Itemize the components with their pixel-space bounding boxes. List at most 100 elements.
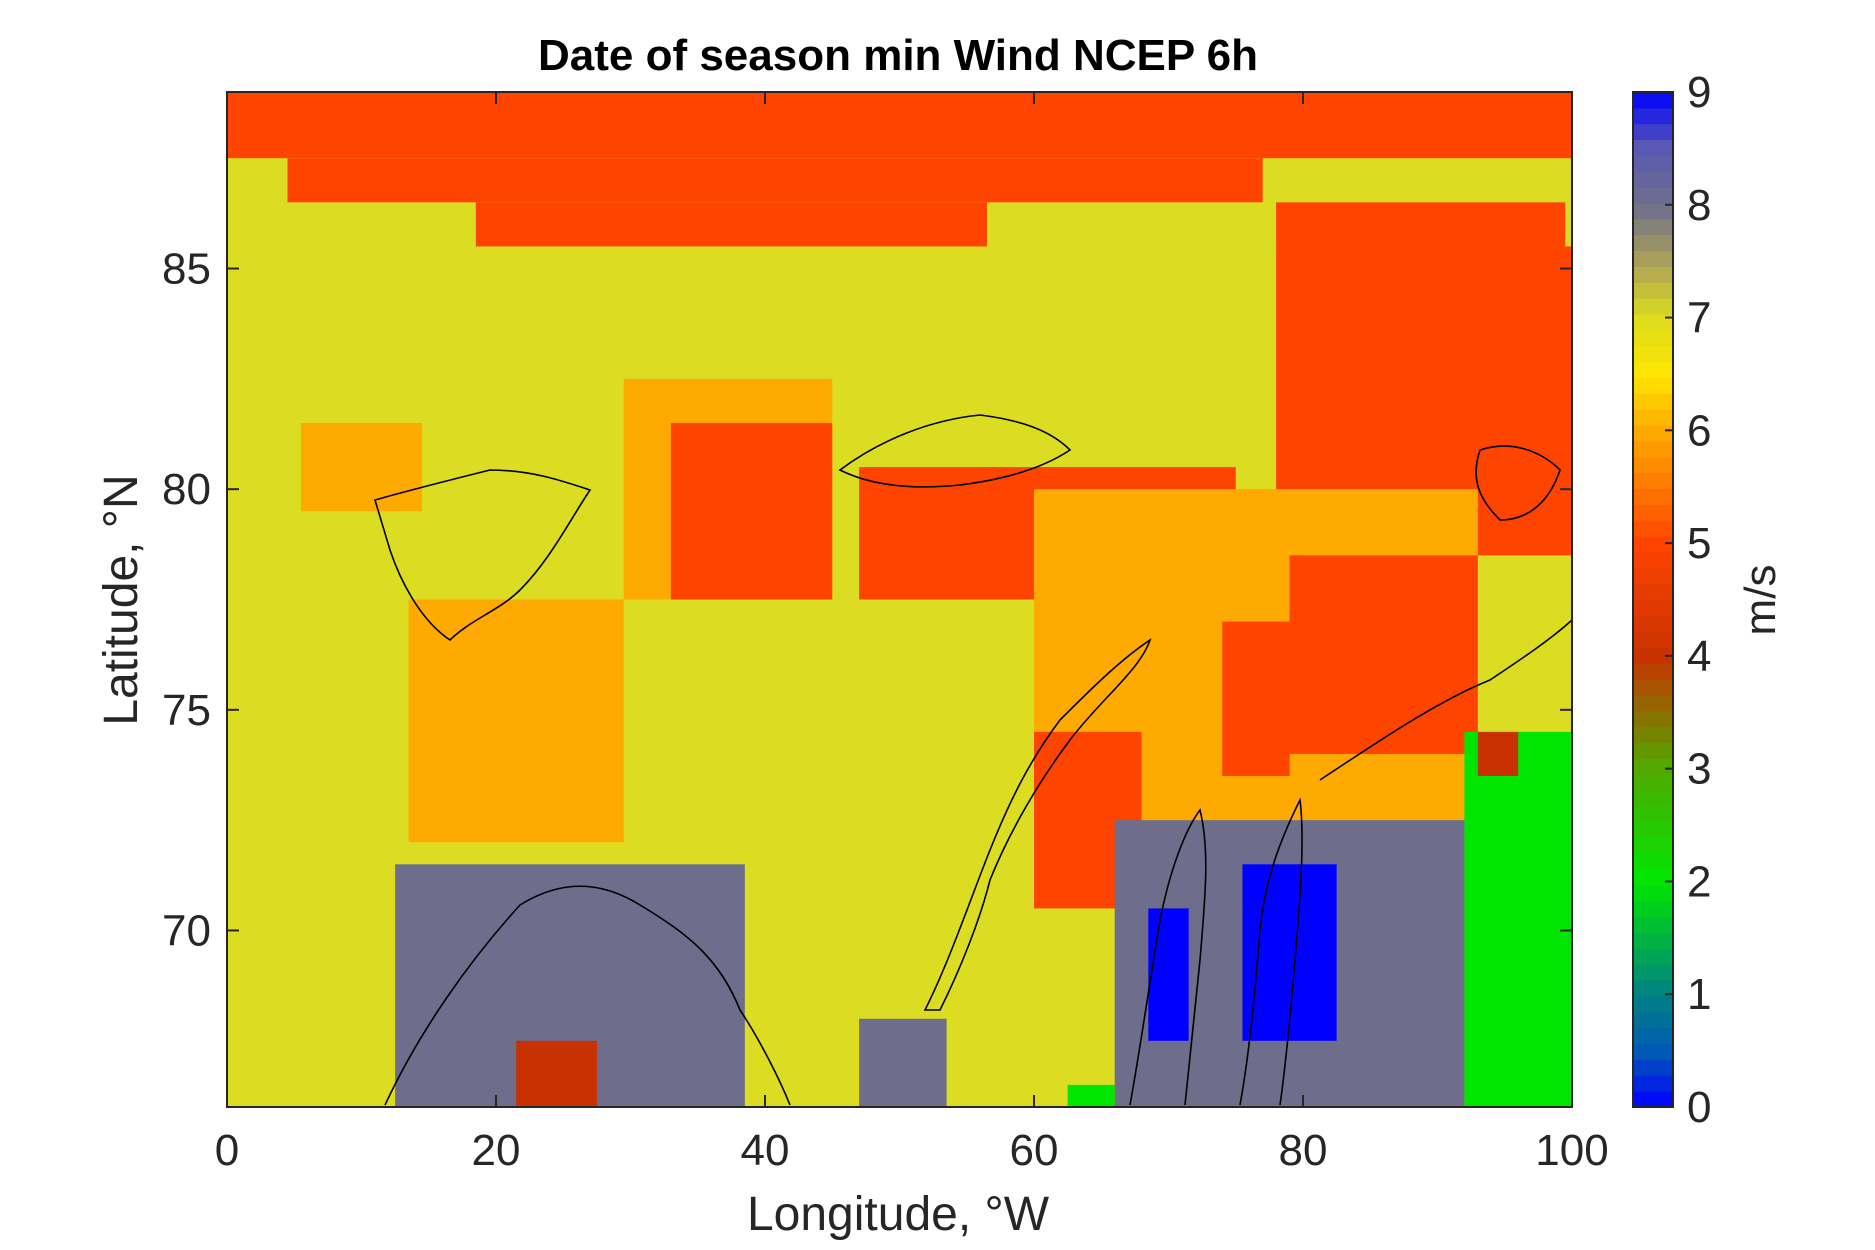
- colorbar-strip: [1633, 107, 1673, 125]
- colorbar-strip: [1633, 314, 1673, 331]
- heatmap-cell-norway-red: [516, 1040, 597, 1107]
- heatmap-cell-laptev-red: [1289, 555, 1478, 754]
- y-tick-label: 75: [162, 686, 211, 735]
- heatmap-cell-greenland-sea-orange: [408, 599, 624, 843]
- colorbar-strip: [1633, 694, 1673, 712]
- colorbar-strip: [1633, 710, 1673, 727]
- colorbar-strip: [1633, 456, 1673, 474]
- colorbar-strip: [1633, 567, 1673, 585]
- colorbar-strip: [1633, 409, 1673, 426]
- colorbar-tick-label: 0: [1687, 1083, 1711, 1132]
- colorbar-strip: [1633, 742, 1673, 759]
- heatmap-cell-north-west-red: [287, 158, 1263, 203]
- coastline-yamal: [1129, 808, 1207, 1106]
- colorbar-strip: [1633, 980, 1673, 997]
- colorbar-strip: [1633, 504, 1673, 521]
- colorbar-strip: [1633, 1091, 1673, 1108]
- colorbar-strip: [1633, 440, 1673, 458]
- colorbar-strip: [1633, 821, 1673, 838]
- y-tick-label: 80: [162, 465, 211, 514]
- colorbar-tick-label: 7: [1687, 294, 1711, 343]
- colorbar-tick-label: 5: [1687, 519, 1711, 568]
- heatmap-cell-kara-red-east: [1222, 621, 1290, 777]
- colorbar-strip: [1633, 805, 1673, 823]
- colorbar-tick-label: 4: [1687, 632, 1711, 681]
- colorbar-strip: [1633, 187, 1673, 204]
- chart-title: Date of season min Wind NCEP 6h: [538, 31, 1258, 80]
- colorbar-strip: [1633, 884, 1673, 902]
- colorbar-gradient: [1633, 92, 1673, 1108]
- x-tick-label: 60: [1010, 1126, 1059, 1175]
- colorbar-strip: [1633, 964, 1673, 981]
- colorbar-tick-label: 9: [1687, 68, 1711, 117]
- heatmap-cells: [227, 92, 1572, 1107]
- heatmap-cell-north-strip: [227, 92, 1572, 159]
- colorbar-tick-label: 6: [1687, 406, 1711, 455]
- colorbar-strip: [1633, 282, 1673, 299]
- colorbar-strip: [1633, 250, 1673, 267]
- heatmap-cell-north-central-red: [475, 202, 987, 247]
- colorbar-strip: [1633, 92, 1673, 109]
- colorbar-strip: [1633, 329, 1673, 347]
- colorbar-strip: [1633, 171, 1673, 188]
- x-tick-label: 100: [1535, 1126, 1608, 1175]
- colorbar-strip: [1633, 1011, 1673, 1029]
- colorbar-strip: [1633, 536, 1673, 553]
- x-tick-label: 20: [472, 1126, 521, 1175]
- coastline-severnaya-zemlya: [1475, 445, 1561, 521]
- heatmap-cell-kara-green-south: [1067, 1084, 1115, 1107]
- colorbar-strip: [1633, 678, 1673, 696]
- y-tick-label: 70: [162, 906, 211, 955]
- colorbar-strip: [1633, 853, 1673, 870]
- colorbar-tick-label: 2: [1687, 857, 1711, 906]
- colorbar-strip: [1633, 1059, 1673, 1076]
- colorbar-strip: [1633, 234, 1673, 252]
- y-tick-label: 85: [162, 245, 211, 294]
- colorbar-tick-label: 3: [1687, 745, 1711, 794]
- colorbar-label: m/s: [1736, 565, 1785, 636]
- colorbar-strip: [1633, 726, 1673, 743]
- colorbar-strip: [1633, 361, 1673, 378]
- colorbar-strip: [1633, 155, 1673, 172]
- colorbar-strip: [1633, 995, 1673, 1013]
- colorbar-strip: [1633, 218, 1673, 236]
- y-axis-ticks: 70 75 80 85: [162, 245, 1572, 955]
- colorbar-strip: [1633, 599, 1673, 616]
- colorbar-strip: [1633, 393, 1673, 410]
- colorbar-strip: [1633, 583, 1673, 600]
- colorbar-strip: [1633, 551, 1673, 569]
- colorbar-strip: [1633, 1027, 1673, 1045]
- colorbar-strip: [1633, 377, 1673, 394]
- x-tick-label: 40: [741, 1126, 790, 1175]
- colorbar-strip: [1633, 425, 1673, 442]
- coastline-novaya-zemlya: [923, 638, 1152, 1011]
- colorbar-strip: [1633, 615, 1673, 632]
- plot-area: 0 20 40 60 80 100 70 75 80 85: [162, 91, 1609, 1175]
- colorbar-frame: [1632, 91, 1674, 1108]
- colorbar-strip: [1633, 789, 1673, 807]
- colorbar-tick-label: 1: [1687, 970, 1711, 1019]
- heatmap-cell-kola-gray: [859, 1018, 947, 1107]
- colorbar: 0 1 2 3 4 5 6 7 8 9 m/s: [1632, 68, 1785, 1132]
- colorbar-strip: [1633, 139, 1673, 156]
- colorbar-strip: [1633, 900, 1673, 918]
- colorbar-strip: [1633, 1075, 1673, 1092]
- coastline-franz-josef: [838, 414, 1072, 488]
- heatmap-cell-franz-josef-red: [670, 422, 833, 600]
- colorbar-ticks: 0 1 2 3 4 5 6 7 8 9: [1665, 68, 1711, 1132]
- colorbar-strip: [1633, 631, 1673, 648]
- colorbar-strip: [1633, 932, 1673, 949]
- coastline-gydan: [1239, 797, 1303, 1106]
- x-tick-label: 80: [1279, 1126, 1328, 1175]
- colorbar-strip: [1633, 123, 1673, 141]
- coastline-overlay: [374, 414, 1573, 1106]
- colorbar-strip: [1633, 345, 1673, 363]
- colorbar-strip: [1633, 1043, 1673, 1060]
- colorbar-strip: [1633, 472, 1673, 489]
- heatmap-cell-yamal-blue: [1148, 908, 1189, 1041]
- colorbar-strip: [1633, 758, 1673, 775]
- heatmap-cell-north-east-red-upper: [1276, 202, 1566, 247]
- x-axis-ticks: 0 20 40 60 80 100: [215, 92, 1609, 1175]
- colorbar-strip: [1633, 948, 1673, 965]
